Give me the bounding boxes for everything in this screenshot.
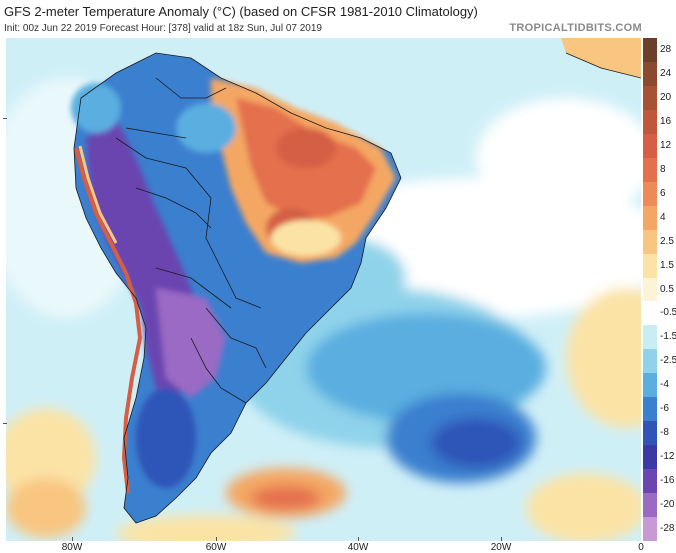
map-title: GFS 2-meter Temperature Anomaly (°C) (ba… <box>4 4 478 19</box>
xaxis-label-40w: 40W <box>347 542 369 553</box>
colorbar-segment <box>643 253 657 278</box>
colorbar-label: 12 <box>660 139 672 151</box>
colorbar-label: -28 <box>660 523 675 535</box>
colorbar-label: -6 <box>660 403 669 415</box>
colorbar-label: 28 <box>660 43 672 55</box>
colorbar-segment <box>643 61 657 87</box>
forecast-info: Init: 00z Jun 22 2019 Forecast Hour: [37… <box>4 23 322 34</box>
colorbar-label: 1.5 <box>660 259 674 271</box>
colorbar-label: 8 <box>660 163 666 175</box>
colorbar-segment <box>643 157 657 183</box>
xaxis-label-60w: 60W <box>205 542 227 553</box>
colorbar-segment <box>643 205 657 231</box>
colorbar <box>643 38 657 542</box>
colorbar-segment <box>643 517 657 542</box>
country-borders <box>73 52 402 524</box>
brand-label[interactable]: TROPICALTIDBITS.COM <box>509 22 642 34</box>
yaxis-tick <box>3 423 7 424</box>
colorbar-label: -1.5 <box>660 331 676 343</box>
xaxis-label-0: 0 <box>638 542 644 553</box>
xaxis-tick <box>358 537 359 541</box>
colorbar-label: 16 <box>660 115 672 127</box>
anomaly-map <box>6 38 641 541</box>
xaxis-tick <box>501 537 502 541</box>
colorbar-segment <box>643 325 657 350</box>
colorbar-segment <box>643 229 657 255</box>
xaxis-label-20w: 20W <box>490 542 512 553</box>
colorbar-label: -8 <box>660 427 669 439</box>
colorbar-label: -0.5 <box>660 307 676 319</box>
colorbar-segment <box>643 397 657 422</box>
xaxis-label-80w: 80W <box>61 542 83 553</box>
yaxis-tick <box>3 118 7 119</box>
colorbar-segment <box>643 445 657 470</box>
colorbar-label: -16 <box>660 475 675 487</box>
colorbar-segment <box>643 349 657 374</box>
colorbar-segment <box>643 38 657 63</box>
colorbar-segment <box>643 301 657 326</box>
colorbar-segment <box>643 493 657 518</box>
colorbar-segment <box>643 469 657 494</box>
xaxis-tick <box>216 537 217 541</box>
colorbar-segment <box>643 277 657 302</box>
colorbar-segment <box>643 133 657 159</box>
africa-coast <box>561 38 641 78</box>
colorbar-segment <box>643 85 657 111</box>
colorbar-label: 24 <box>660 67 672 79</box>
colorbar-label: 0.5 <box>660 283 674 295</box>
colorbar-label: 6 <box>660 187 666 199</box>
colorbar-label: -4 <box>660 379 669 391</box>
colorbar-segment <box>643 181 657 207</box>
colorbar-label: 20 <box>660 91 672 103</box>
colorbar-segment <box>643 421 657 446</box>
colorbar-label: -12 <box>660 451 675 463</box>
colorbar-label: 4 <box>660 211 666 223</box>
colorbar-label: -2.5 <box>660 355 676 367</box>
xaxis-tick <box>72 537 73 541</box>
colorbar-label: 2.5 <box>660 235 674 247</box>
colorbar-label: -20 <box>660 499 675 511</box>
colorbar-segment <box>643 373 657 398</box>
colorbar-segment <box>643 109 657 135</box>
